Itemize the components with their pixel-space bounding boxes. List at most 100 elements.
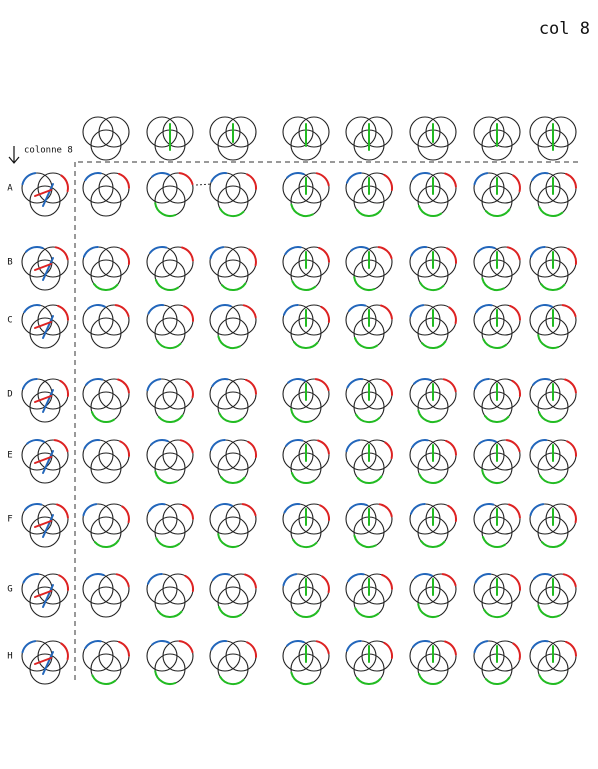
red-stroke (120, 247, 130, 265)
blue-stroke (84, 640, 102, 650)
blue-stroke (477, 245, 496, 253)
red-stroke (512, 642, 521, 661)
blue-stroke (413, 377, 432, 385)
green-stroke (220, 476, 246, 484)
blue-stroke (209, 246, 225, 260)
blue-stroke (473, 640, 489, 654)
knot-icon (21, 172, 69, 217)
red-stroke (377, 246, 393, 260)
knot-icon (529, 572, 577, 619)
red-stroke (34, 520, 52, 528)
red-stroke (442, 378, 457, 393)
green-stroke (290, 408, 313, 423)
knot-icon (209, 640, 257, 686)
ring (29, 317, 61, 349)
red-stroke (510, 574, 521, 591)
page-title: col 8 (539, 19, 590, 39)
connector (195, 183, 213, 186)
knot-icon (282, 116, 330, 161)
green-stroke (417, 673, 443, 685)
green-stroke (157, 610, 183, 618)
red-stroke (114, 304, 130, 318)
knot-icon (282, 378, 330, 423)
red-stroke (181, 246, 194, 262)
red-stroke (378, 503, 393, 518)
blue-stroke (412, 172, 431, 180)
red-stroke (184, 574, 194, 592)
knot-icon (282, 304, 330, 349)
red-stroke (57, 304, 69, 321)
knot-icon (409, 116, 457, 161)
red-stroke (505, 439, 521, 453)
blue-stroke (529, 503, 545, 517)
red-stroke (34, 189, 52, 197)
red-stroke (506, 246, 521, 261)
ring (29, 391, 61, 423)
red-stroke (448, 306, 457, 325)
knot-icon (409, 246, 457, 292)
green-stroke (293, 341, 319, 349)
red-stroke (245, 378, 257, 395)
green-stroke (356, 475, 383, 485)
green-stroke (219, 207, 245, 218)
green-stroke (353, 276, 376, 291)
red-stroke (246, 641, 257, 658)
knot-icon (473, 172, 521, 218)
knot-icon (21, 503, 69, 548)
blue-stroke (82, 503, 98, 517)
knot-icon (345, 573, 393, 618)
green-stroke (481, 469, 504, 484)
knot-icon (209, 246, 257, 292)
blue-stroke (473, 172, 489, 186)
knot-icon (345, 640, 393, 685)
blue-stroke (409, 304, 425, 318)
knot-icon (146, 503, 194, 548)
blue-stroke (22, 573, 40, 584)
red-stroke (183, 305, 194, 322)
knot-icon (473, 503, 521, 548)
blue-stroke (42, 584, 54, 608)
ring (29, 653, 61, 685)
blue-stroke (146, 378, 162, 392)
blue-stroke (151, 172, 170, 178)
ring (29, 586, 61, 618)
knot-icon (529, 640, 577, 685)
knot-icon (82, 116, 130, 161)
knot-icon (409, 439, 457, 484)
blue-stroke (530, 246, 546, 258)
green-stroke (219, 675, 245, 686)
red-stroke (53, 439, 69, 453)
red-stroke (60, 642, 69, 661)
knot-icon (409, 377, 457, 424)
red-stroke (34, 456, 52, 464)
blue-stroke (21, 640, 37, 654)
blue-stroke (25, 245, 44, 253)
red-stroke (242, 304, 257, 319)
green-stroke (157, 414, 184, 424)
knot-icon (473, 640, 521, 686)
blue-stroke (533, 572, 552, 580)
red-stroke (247, 440, 257, 458)
blue-stroke (211, 378, 229, 388)
blue-stroke (210, 172, 228, 183)
knot-icon (345, 439, 393, 485)
red-stroke (564, 378, 577, 394)
blue-stroke (151, 640, 170, 646)
red-stroke (178, 172, 194, 186)
red-stroke (383, 641, 393, 659)
blue-stroke (148, 503, 166, 513)
knot-icon (82, 378, 130, 423)
knot-icon (345, 378, 393, 424)
knot-icon (209, 303, 257, 350)
knot-icon (409, 503, 457, 548)
blue-stroke (348, 304, 367, 312)
green-stroke (483, 608, 509, 619)
knot-icon (473, 573, 521, 619)
red-stroke (315, 172, 330, 187)
green-stroke (90, 411, 116, 423)
blue-stroke (475, 304, 493, 314)
green-stroke (354, 607, 380, 618)
green-stroke (91, 674, 117, 685)
green-stroke (418, 473, 444, 484)
knot-icon (21, 573, 69, 618)
